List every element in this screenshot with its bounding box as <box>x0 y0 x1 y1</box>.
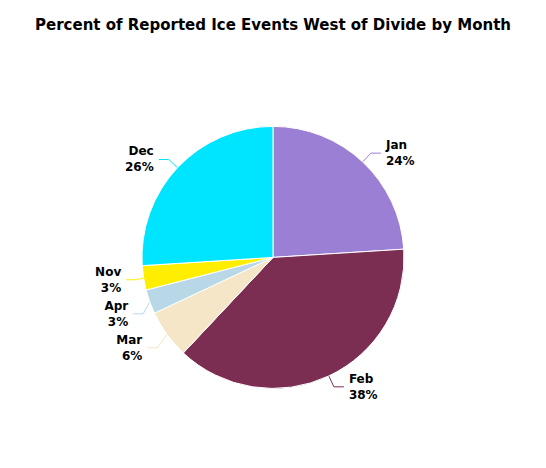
svg-text:Apr: Apr <box>104 299 128 313</box>
svg-text:Jan: Jan <box>385 138 407 152</box>
svg-text:38%: 38% <box>349 388 378 402</box>
svg-text:Dec: Dec <box>129 144 154 158</box>
svg-text:24%: 24% <box>386 154 415 168</box>
svg-text:Nov: Nov <box>95 265 121 279</box>
svg-text:6%: 6% <box>122 349 142 363</box>
svg-text:Mar: Mar <box>116 333 142 347</box>
svg-text:26%: 26% <box>125 160 154 174</box>
svg-text:Feb: Feb <box>349 372 374 386</box>
svg-text:3%: 3% <box>101 281 121 295</box>
svg-text:Percent of Reported Ice Events: Percent of Reported Ice Events West of D… <box>35 16 511 34</box>
svg-text:3%: 3% <box>108 315 128 329</box>
